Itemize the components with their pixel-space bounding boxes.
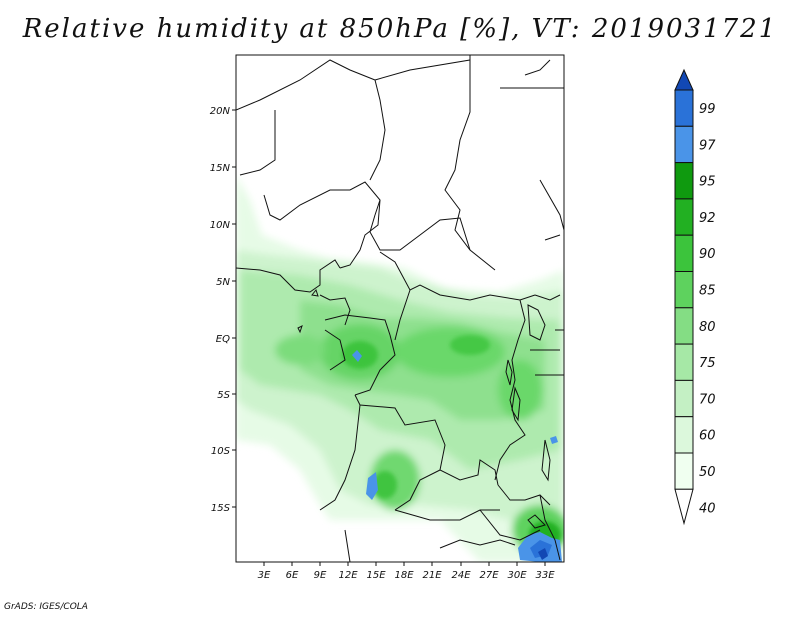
colorbar-swatch: [674, 271, 694, 309]
colorbar-label: 97: [699, 138, 716, 153]
colorbar: 99 97 95 92 90 85 80 75 70 60 50 40: [674, 68, 716, 526]
colorbar-swatch: [674, 125, 694, 164]
lon-tick-label: 12E: [338, 570, 358, 581]
longitude-axis: 3E 6E 9E 12E 15E 18E 21E 24E 27E 30E 33E: [258, 562, 555, 581]
saturated-patches: [352, 350, 562, 562]
colorbar-swatch: [674, 162, 694, 200]
colorbar-label: 80: [699, 320, 716, 335]
colorbar-swatch: [674, 234, 694, 272]
lon-tick-label: 33E: [535, 570, 555, 581]
colorbar-label: 70: [699, 392, 716, 407]
lat-tick-label: EQ: [216, 334, 230, 345]
lon-tick-label: 3E: [258, 570, 271, 581]
lon-tick-label: 27E: [479, 570, 499, 581]
map-title: Relative humidity at 850hPa [%], VT: 201…: [22, 14, 778, 44]
lon-tick-label: 15E: [366, 570, 386, 581]
country-borders: [236, 55, 564, 562]
lon-tick-label: 21E: [422, 570, 442, 581]
lat-tick-label: 5S: [217, 390, 230, 401]
colorbar-swatch: [674, 89, 694, 127]
colorbar-label: 99: [699, 102, 716, 117]
lat-tick-label: 10S: [211, 446, 231, 457]
lon-tick-label: 6E: [286, 570, 299, 581]
latitude-axis: 20N 15N 10N 5N EQ 5S 10S 15S: [210, 106, 236, 514]
colorbar-bottom-arrow: [674, 488, 694, 526]
lat-tick-label: 10N: [210, 220, 231, 231]
colorbar-swatch: [674, 416, 694, 454]
lat-tick-label: 15N: [210, 163, 231, 174]
lon-tick-label: 30E: [507, 570, 527, 581]
colorbar-label: 90: [699, 247, 716, 262]
colorbar-swatch: [674, 379, 694, 418]
lat-tick-label: 5N: [216, 277, 230, 288]
colorbar-label: 85: [699, 284, 716, 299]
colorbar-swatch: [674, 307, 694, 345]
colorbar-label: 92: [699, 211, 716, 226]
colorbar-label: 60: [699, 429, 716, 444]
lon-tick-label: 9E: [314, 570, 327, 581]
lon-tick-label: 24E: [451, 570, 471, 581]
humidity-field: [236, 55, 564, 562]
colorbar-label: 75: [699, 356, 716, 371]
colorbar-label: 95: [699, 175, 716, 190]
colorbar-swatch: [674, 452, 694, 490]
colorbar-swatch: [674, 343, 694, 381]
lon-tick-label: 18E: [394, 570, 414, 581]
colorbar-label: 50: [699, 465, 716, 480]
colorbar-label: 40: [699, 501, 716, 516]
lat-tick-label: 15S: [211, 503, 231, 514]
lat-tick-label: 20N: [210, 106, 231, 117]
colorbar-top-arrow: [674, 68, 694, 91]
credit-label: GrADS: IGES/COLA: [4, 602, 88, 612]
colorbar-swatch: [674, 198, 694, 236]
map-frame: [235, 54, 565, 563]
